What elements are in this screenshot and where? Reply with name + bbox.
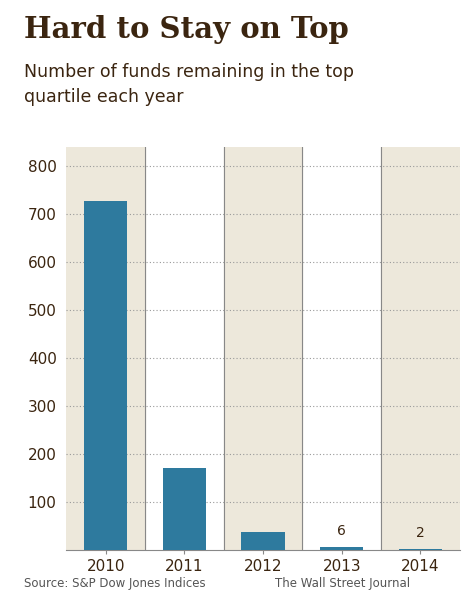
Bar [399,549,442,550]
Text: 2: 2 [416,526,425,540]
Bar [84,201,128,550]
Bar [320,547,364,550]
Text: Hard to Stay on Top: Hard to Stay on Top [24,15,348,44]
Bar [66,147,145,550]
Text: 6: 6 [337,525,346,538]
Text: The Wall Street Journal: The Wall Street Journal [275,577,410,590]
Text: Source: S&P Dow Jones Indices: Source: S&P Dow Jones Indices [24,577,205,590]
Text: Number of funds remaining in the top
quartile each year: Number of funds remaining in the top qua… [24,63,354,106]
Bar [224,147,302,550]
Bar [241,532,285,550]
Bar [163,468,206,550]
Bar [381,147,460,550]
